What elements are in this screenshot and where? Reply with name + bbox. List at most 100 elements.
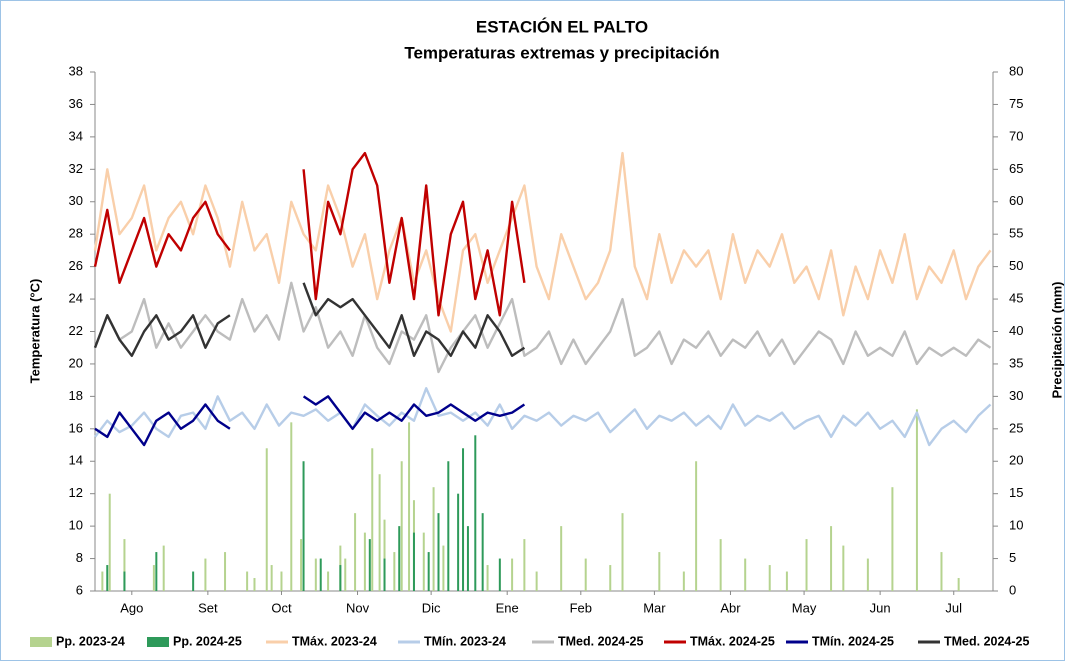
y-axis-title: Temperatura (°C): [27, 279, 42, 384]
y-tick-label: 28: [69, 226, 83, 241]
legend-label: Pp. 2024-25: [173, 634, 242, 648]
precip-bar: [378, 474, 381, 591]
y-tick-label: 10: [69, 518, 83, 533]
legend-swatch: [147, 637, 169, 647]
precip-bar: [155, 552, 158, 591]
y2-tick-label: 55: [1009, 226, 1023, 241]
precip-bar: [290, 422, 293, 591]
legend-label: Pp. 2023-24: [56, 634, 125, 648]
y2-tick-label: 25: [1009, 420, 1023, 435]
precip-bar: [327, 571, 330, 591]
y2-tick-label: 20: [1009, 453, 1023, 468]
x-tick-label: Jun: [870, 600, 891, 615]
precip-bar: [462, 448, 465, 591]
y-tick-label: 8: [76, 550, 83, 565]
y2-tick-label: 80: [1009, 63, 1023, 78]
precip-bar: [383, 558, 386, 591]
y-tick-label: 38: [69, 63, 83, 78]
precip-bar: [695, 461, 698, 591]
precip-bar: [280, 571, 283, 591]
precip-bar: [224, 552, 227, 591]
legend-swatch: [30, 637, 52, 647]
y2-tick-label: 30: [1009, 388, 1023, 403]
precip-bar: [123, 539, 126, 591]
y-tick-label: 16: [69, 420, 83, 435]
precip-bar: [371, 448, 374, 591]
precip-bar: [609, 565, 612, 591]
chart-title: ESTACIÓN EL PALTO: [476, 17, 648, 36]
y-tick-label: 12: [69, 485, 83, 500]
precip-bar: [344, 558, 347, 591]
legend-label: TMed. 2024-25: [558, 634, 644, 648]
y2-tick-label: 75: [1009, 96, 1023, 111]
precip-bar: [412, 532, 415, 591]
precip-bar: [498, 558, 501, 591]
precip-bar: [427, 552, 430, 591]
precip-bar: [246, 571, 249, 591]
precip-bar: [842, 545, 845, 591]
precip-bar: [253, 578, 256, 591]
precip-bar: [437, 513, 440, 591]
precip-bar: [398, 526, 401, 591]
precip-bar: [319, 558, 322, 591]
precip-bar: [270, 565, 273, 591]
precip-bar: [162, 545, 165, 591]
precip-bar: [339, 565, 342, 591]
x-tick-label: Set: [198, 600, 218, 615]
temp-line: [93, 282, 526, 357]
precip-bar: [393, 552, 396, 591]
precip-bar: [744, 558, 747, 591]
x-tick-label: Jul: [945, 600, 962, 615]
precip-bar: [400, 461, 403, 591]
precip-bar: [192, 571, 195, 591]
x-tick-label: Oct: [271, 600, 292, 615]
precip-bar: [108, 493, 111, 591]
precip-bar: [354, 513, 357, 591]
y-tick-label: 22: [69, 323, 83, 338]
y-tick-label: 14: [69, 453, 83, 468]
y-tick-label: 36: [69, 96, 83, 111]
precip-bar: [957, 578, 960, 591]
legend-label: TMín. 2024-25: [812, 634, 894, 648]
y2-tick-label: 70: [1009, 128, 1023, 143]
y-tick-label: 20: [69, 355, 83, 370]
x-tick-label: May: [792, 600, 817, 615]
x-tick-label: Feb: [570, 600, 592, 615]
y2-tick-label: 50: [1009, 258, 1023, 273]
x-tick-label: Abr: [720, 600, 741, 615]
precip-bar: [584, 558, 587, 591]
temp-line: [94, 387, 992, 447]
precip-bar: [682, 571, 685, 591]
precip-bar: [363, 532, 366, 591]
precip-bar: [805, 539, 808, 591]
precip-bar: [719, 539, 722, 591]
precip-bar: [422, 532, 425, 591]
precip-bar: [560, 526, 563, 591]
x-tick-label: Mar: [643, 600, 666, 615]
precip-bar: [466, 526, 469, 591]
precip-bar: [442, 545, 445, 591]
precip-bar: [368, 539, 371, 591]
precip-bar: [123, 571, 126, 591]
precip-bar: [457, 493, 460, 591]
y-tick-label: 24: [69, 291, 83, 306]
y-tick-label: 26: [69, 258, 83, 273]
precip-bar: [432, 487, 435, 591]
temp-line: [93, 281, 992, 374]
y2-tick-label: 15: [1009, 485, 1023, 500]
x-tick-label: Dic: [422, 600, 441, 615]
precip-bar: [866, 558, 869, 591]
y2-tick-label: 0: [1009, 582, 1016, 597]
precip-bar: [915, 409, 918, 591]
precip-bar: [658, 552, 661, 591]
chart-subtitle: Temperaturas extremas y precipitación: [404, 43, 719, 62]
x-tick-label: Ene: [496, 600, 519, 615]
precip-bar: [474, 435, 477, 591]
legend-label: TMín. 2023-24: [424, 634, 506, 648]
y-tick-label: 6: [76, 582, 83, 597]
y2-tick-label: 60: [1009, 193, 1023, 208]
x-tick-label: Nov: [346, 600, 370, 615]
legend-label: TMed. 2024-25: [944, 634, 1030, 648]
legend-label: TMáx. 2023-24: [292, 634, 377, 648]
precip-bar: [300, 539, 303, 591]
